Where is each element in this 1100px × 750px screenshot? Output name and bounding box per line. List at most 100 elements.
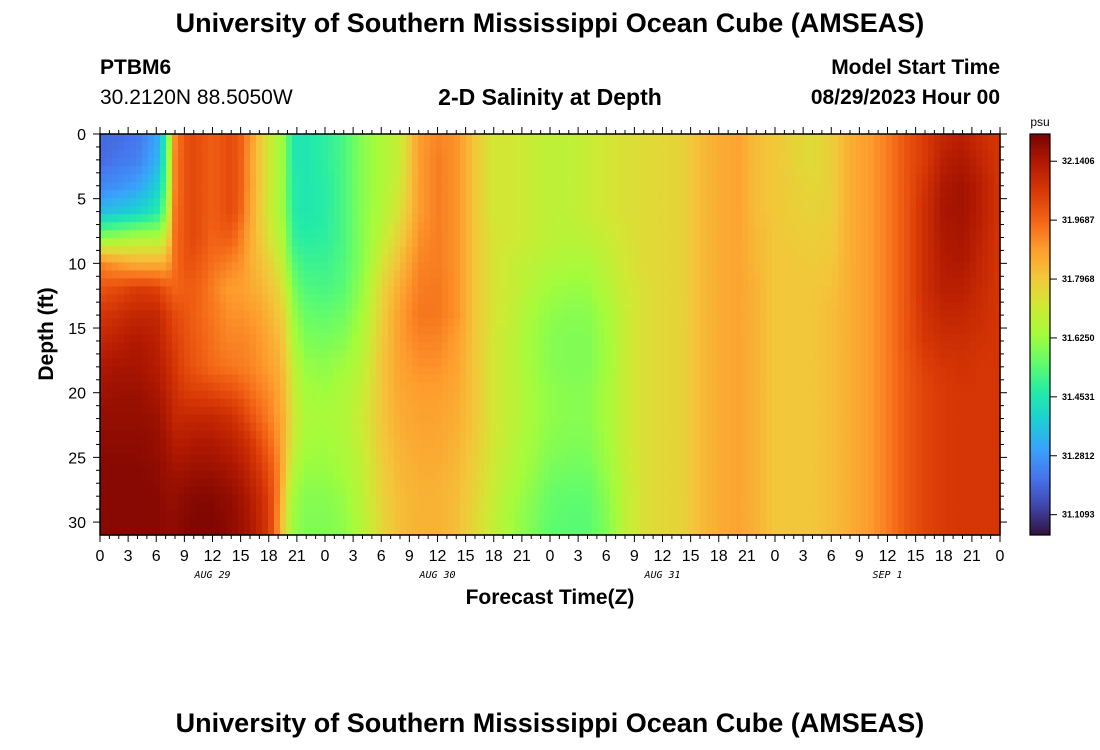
heatmap-cell: [838, 334, 845, 344]
heatmap-cell: [148, 182, 155, 191]
heatmap-cell: [448, 302, 455, 312]
heatmap-cell: [604, 318, 611, 328]
heatmap-cell: [514, 166, 521, 175]
heatmap-cell: [910, 134, 917, 143]
heatmap-cell: [952, 238, 959, 247]
heatmap-cell: [658, 230, 665, 239]
heatmap-cell: [412, 142, 419, 151]
heatmap-cell: [988, 326, 995, 336]
heatmap-cell: [916, 318, 923, 328]
heatmap-cell: [310, 342, 317, 352]
heatmap-cell: [874, 174, 881, 183]
heatmap-cell: [766, 310, 773, 320]
heatmap-cell: [640, 374, 647, 384]
heatmap-cell: [748, 270, 755, 279]
heatmap-cell: [466, 134, 473, 143]
heatmap-cell: [958, 230, 965, 239]
heatmap-cell: [802, 294, 809, 304]
heatmap-cell: [412, 278, 419, 287]
heatmap-cell: [838, 270, 845, 279]
heatmap-cell: [520, 342, 527, 352]
heatmap-cell: [832, 366, 839, 376]
heatmap-cell: [880, 214, 887, 223]
heatmap-cell: [160, 358, 167, 368]
heatmap-cell: [964, 190, 971, 199]
heatmap-cell: [586, 174, 593, 183]
heatmap-cell: [856, 334, 863, 344]
heatmap-cell: [676, 230, 683, 239]
heatmap-cell: [832, 390, 839, 400]
heatmap-cell: [802, 190, 809, 199]
heatmap-cell: [916, 270, 923, 279]
heatmap-cell: [754, 390, 761, 400]
heatmap-cell: [148, 158, 155, 167]
heatmap-cell: [382, 230, 389, 239]
heatmap-cell: [418, 366, 425, 376]
heatmap-cell: [550, 182, 557, 191]
heatmap-cell: [676, 158, 683, 167]
heatmap-cell: [316, 318, 323, 328]
heatmap-cell: [688, 270, 695, 279]
heatmap-cell: [148, 310, 155, 320]
heatmap-cell: [880, 166, 887, 175]
heatmap-cell: [232, 254, 239, 263]
heatmap-cell: [514, 374, 521, 384]
heatmap-cell: [652, 262, 659, 271]
heatmap-cell: [880, 230, 887, 239]
heatmap-cell: [208, 358, 215, 368]
heatmap-cell: [310, 214, 317, 223]
heatmap-cell: [268, 158, 275, 167]
heatmap-cell: [964, 158, 971, 167]
heatmap-cell: [754, 334, 761, 344]
heatmap-cell: [532, 374, 539, 384]
heatmap-cell: [484, 286, 491, 295]
heatmap-cell: [172, 310, 179, 320]
heatmap-cell: [388, 246, 395, 255]
heatmap-cell: [262, 374, 269, 384]
heatmap-cell: [994, 222, 1001, 231]
heatmap-cell: [760, 214, 767, 223]
heatmap-cell: [688, 310, 695, 320]
heatmap-cell: [574, 222, 581, 231]
heatmap-cell: [898, 230, 905, 239]
heatmap-cell: [544, 158, 551, 167]
heatmap-cell: [574, 198, 581, 207]
heatmap-cell: [268, 246, 275, 255]
heatmap-cell: [418, 174, 425, 183]
heatmap-cell: [514, 334, 521, 344]
heatmap-cell: [562, 294, 569, 304]
heatmap-cell: [886, 238, 893, 247]
heatmap-cell: [316, 134, 323, 143]
heatmap-cell: [526, 214, 533, 223]
heatmap-cell: [724, 222, 731, 231]
heatmap-cell: [166, 326, 173, 336]
heatmap-cell: [976, 246, 983, 255]
heatmap-cell: [112, 150, 119, 159]
heatmap-cell: [868, 310, 875, 320]
heatmap-cell: [442, 182, 449, 191]
heatmap-cell: [340, 190, 347, 199]
heatmap-cell: [484, 222, 491, 231]
heatmap-cell: [934, 286, 941, 295]
heatmap-cell: [808, 142, 815, 151]
heatmap-cell: [214, 286, 221, 295]
heatmap-cell: [382, 134, 389, 143]
heatmap-cell: [364, 326, 371, 336]
heatmap-cell: [322, 174, 329, 183]
heatmap-cell: [766, 366, 773, 376]
heatmap-cell: [262, 158, 269, 167]
heatmap-cell: [772, 382, 779, 392]
heatmap-cell: [250, 398, 257, 408]
heatmap-cell: [334, 390, 341, 400]
heatmap-cell: [406, 198, 413, 207]
heatmap-cell: [802, 374, 809, 384]
heatmap-cell: [406, 262, 413, 271]
heatmap-cell: [742, 190, 749, 199]
heatmap-cell: [106, 214, 113, 223]
heatmap-cell: [946, 342, 953, 352]
heatmap-cell: [262, 182, 269, 191]
heatmap-cell: [562, 222, 569, 231]
heatmap-cell: [490, 166, 497, 175]
heatmap-cell: [868, 390, 875, 400]
heatmap-cell: [328, 230, 335, 239]
